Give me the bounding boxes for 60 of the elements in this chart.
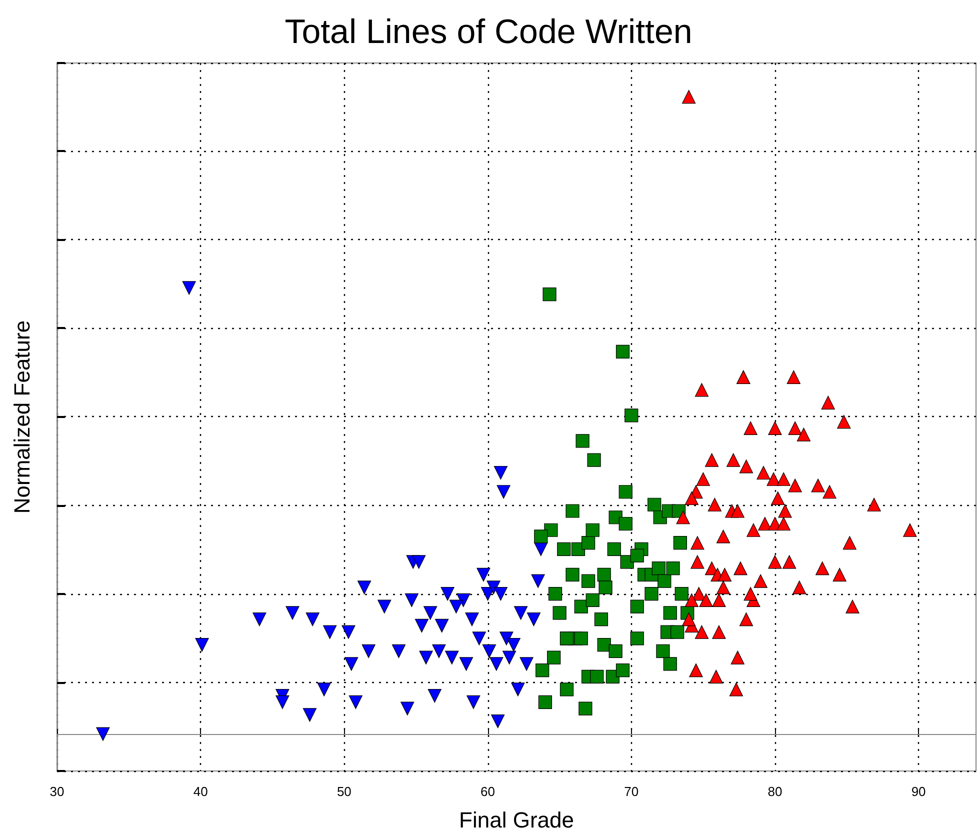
point [348, 695, 362, 709]
point [428, 689, 442, 703]
y-axis-title: Normalized Feature [10, 320, 34, 514]
point [494, 587, 508, 601]
point [494, 466, 508, 480]
point [404, 593, 418, 608]
point [491, 714, 505, 728]
point [317, 682, 331, 696]
point [432, 644, 446, 658]
point [323, 625, 337, 639]
point [514, 606, 528, 620]
point [445, 650, 459, 664]
x-tick-label: 80 [768, 784, 782, 799]
point [96, 727, 110, 741]
x-axis-title: Final Grade [459, 808, 574, 832]
point [419, 650, 433, 664]
x-tick-label: 50 [336, 784, 352, 799]
x-tick-label: 30 [50, 784, 64, 799]
point [342, 625, 356, 639]
point [459, 657, 474, 671]
point [435, 618, 449, 633]
point [195, 638, 209, 652]
point [502, 650, 516, 664]
point [362, 644, 376, 658]
point [378, 600, 392, 614]
point [400, 702, 414, 716]
x-tick-label: 40 [193, 784, 208, 799]
point [520, 657, 534, 671]
point [412, 555, 426, 569]
point [414, 618, 429, 633]
x-tick-label: 70 [624, 784, 639, 799]
point [500, 632, 514, 646]
point [182, 281, 196, 295]
point [486, 580, 500, 594]
point [531, 574, 545, 588]
point [424, 606, 438, 620]
point [490, 657, 504, 671]
point [344, 657, 358, 671]
point [357, 580, 372, 594]
point [466, 695, 480, 709]
point [472, 632, 486, 646]
point [306, 612, 320, 626]
point [456, 593, 470, 608]
point [276, 695, 290, 709]
point [440, 587, 454, 601]
point [302, 708, 317, 722]
point [392, 644, 406, 658]
point [506, 638, 520, 652]
x-tick-label: 60 [480, 784, 496, 799]
chart-title: Total Lines of Code Written [284, 13, 692, 51]
point [526, 612, 541, 626]
point [465, 612, 479, 626]
point [482, 644, 496, 658]
point [511, 682, 525, 696]
point [286, 606, 300, 620]
point [476, 568, 490, 582]
point [449, 600, 463, 614]
point [496, 485, 510, 499]
x-tick-label: 90 [911, 784, 926, 799]
point [252, 612, 266, 626]
